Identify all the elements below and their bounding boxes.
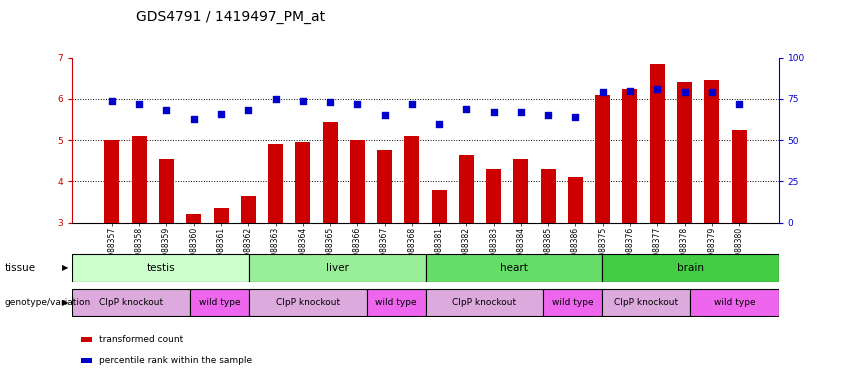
Bar: [190, 289, 249, 316]
Point: [487, 109, 500, 115]
Point: [269, 96, 283, 102]
Text: transformed count: transformed count: [99, 335, 183, 344]
Point: [432, 121, 446, 127]
Point: [677, 89, 691, 95]
Text: testis: testis: [146, 263, 175, 273]
Point: [351, 101, 364, 107]
Bar: [602, 254, 779, 282]
Point: [106, 98, 119, 104]
Bar: [650, 64, 665, 223]
Text: wild type: wild type: [198, 298, 240, 307]
Text: ClpP knockout: ClpP knockout: [99, 298, 163, 307]
Point: [541, 112, 555, 118]
Bar: [431, 190, 447, 223]
Point: [214, 111, 228, 117]
Bar: [404, 136, 420, 223]
Text: wild type: wild type: [714, 298, 756, 307]
Bar: [186, 214, 201, 223]
Bar: [72, 289, 190, 316]
Bar: [705, 80, 719, 223]
Bar: [323, 122, 338, 223]
Bar: [377, 151, 392, 223]
Point: [568, 114, 582, 120]
Text: genotype/variation: genotype/variation: [4, 298, 90, 307]
Bar: [105, 140, 119, 223]
Bar: [690, 289, 779, 316]
Bar: [732, 130, 746, 223]
Bar: [132, 136, 146, 223]
Text: tissue: tissue: [4, 263, 36, 273]
Point: [705, 89, 718, 95]
Bar: [568, 177, 583, 223]
Bar: [426, 289, 543, 316]
Point: [650, 86, 664, 92]
Point: [160, 108, 174, 114]
Bar: [540, 169, 556, 223]
Text: GDS4791 / 1419497_PM_at: GDS4791 / 1419497_PM_at: [136, 10, 325, 23]
Bar: [367, 289, 426, 316]
Point: [596, 89, 609, 95]
Bar: [595, 95, 610, 223]
Text: wild type: wild type: [551, 298, 593, 307]
Text: ▶: ▶: [61, 263, 68, 272]
Bar: [459, 155, 474, 223]
Point: [732, 101, 745, 107]
Bar: [513, 159, 528, 223]
Bar: [249, 289, 367, 316]
Point: [296, 98, 310, 104]
Text: liver: liver: [326, 263, 349, 273]
Bar: [622, 89, 637, 223]
Point: [378, 112, 391, 118]
Bar: [426, 254, 602, 282]
Point: [187, 116, 201, 122]
Bar: [241, 196, 256, 223]
Text: ▶: ▶: [61, 298, 68, 307]
Text: ClpP knockout: ClpP knockout: [276, 298, 340, 307]
Text: ClpP knockout: ClpP knockout: [614, 298, 678, 307]
Text: percentile rank within the sample: percentile rank within the sample: [99, 356, 252, 366]
Point: [323, 99, 337, 105]
Point: [242, 108, 255, 114]
Point: [514, 109, 528, 115]
Text: wild type: wild type: [375, 298, 417, 307]
Text: brain: brain: [677, 263, 704, 273]
Bar: [72, 254, 248, 282]
Point: [623, 88, 637, 94]
Bar: [268, 144, 283, 223]
Point: [405, 101, 419, 107]
Point: [133, 101, 146, 107]
Bar: [295, 142, 311, 223]
Bar: [602, 289, 690, 316]
Bar: [543, 289, 602, 316]
Bar: [214, 208, 229, 223]
Bar: [159, 159, 174, 223]
Text: ClpP knockout: ClpP knockout: [452, 298, 517, 307]
Bar: [249, 254, 426, 282]
Text: heart: heart: [500, 263, 528, 273]
Point: [460, 106, 473, 112]
Bar: [677, 83, 692, 223]
Bar: [486, 169, 501, 223]
Bar: [350, 140, 365, 223]
